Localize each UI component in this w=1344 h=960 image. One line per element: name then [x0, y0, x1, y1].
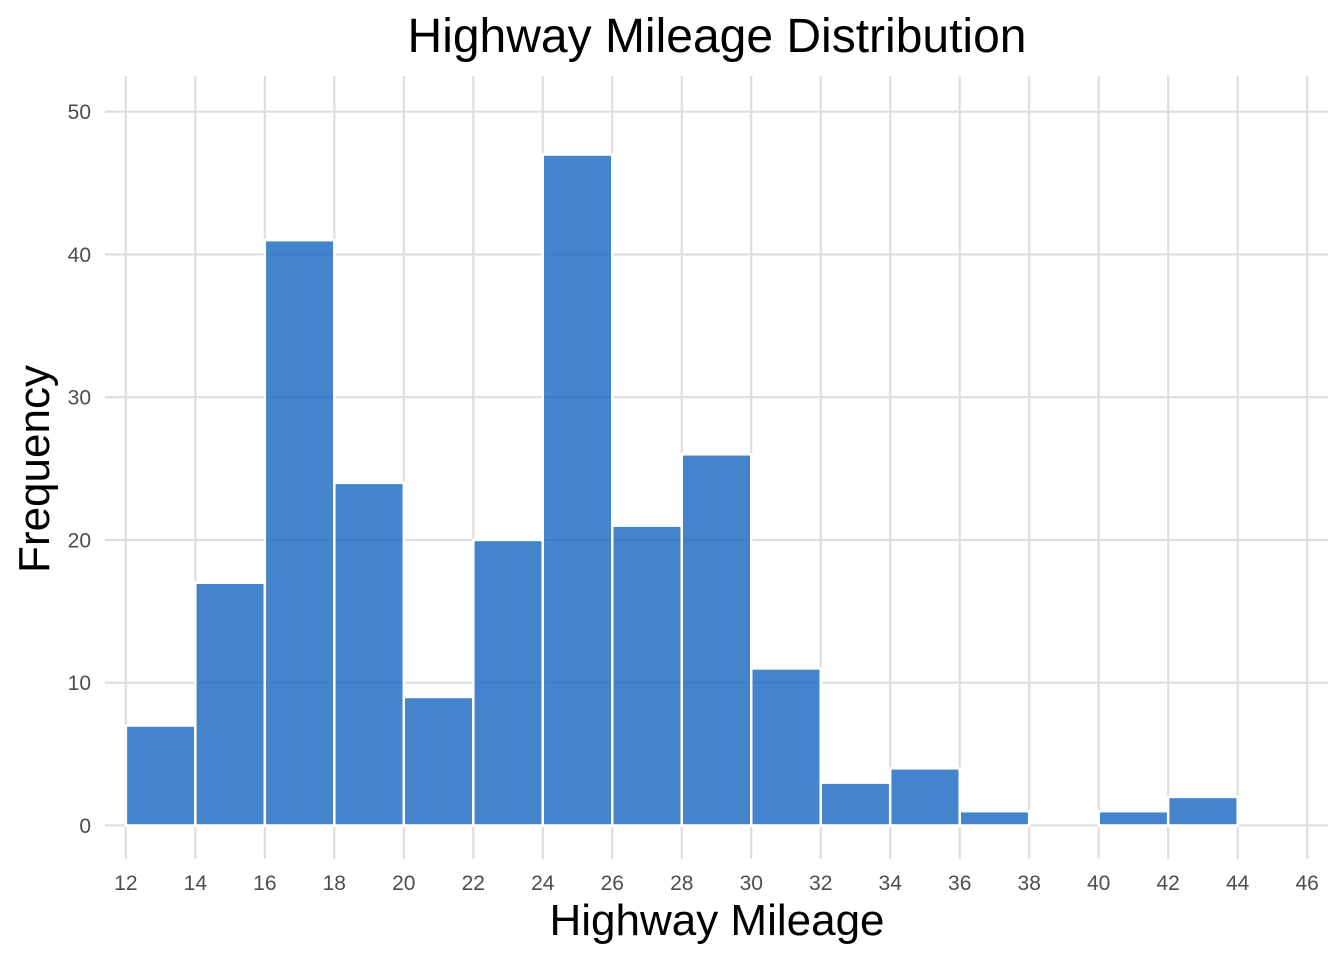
x-tick-label: 46 [1295, 872, 1318, 895]
histogram-bar [333, 481, 406, 827]
histogram-bar [958, 809, 1031, 827]
x-tick-label: 34 [879, 872, 903, 895]
histogram-bar [680, 453, 753, 827]
x-tick-label: 12 [114, 872, 137, 895]
histogram-bar [263, 238, 336, 827]
y-tick-label: 20 [68, 529, 91, 552]
histogram-bar [611, 524, 684, 827]
x-tick-label: 18 [323, 872, 346, 895]
y-tick-label: 50 [68, 101, 91, 124]
histogram-bar [472, 538, 545, 827]
x-tick-label: 20 [392, 872, 415, 895]
x-tick-label: 44 [1226, 872, 1250, 895]
histogram-bar [749, 667, 822, 827]
y-tick-label: 0 [79, 815, 91, 838]
x-tick-label: 32 [809, 872, 832, 895]
x-axis-title: Highway Mileage [549, 896, 884, 945]
x-tick-label: 40 [1087, 872, 1110, 895]
histogram-bar [1097, 809, 1170, 827]
x-tick-label: 42 [1156, 872, 1179, 895]
x-tick-label: 28 [670, 872, 693, 895]
histogram-bar [888, 767, 961, 827]
x-tick-label: 14 [184, 872, 208, 895]
y-axis-ticks: 0 10 20 30 40 50 [68, 101, 91, 838]
histogram-bar [1166, 795, 1239, 827]
y-tick-label: 30 [68, 387, 91, 410]
histogram-bar [124, 724, 197, 827]
histogram-bar [541, 153, 614, 827]
x-tick-label: 26 [601, 872, 624, 895]
bars [124, 153, 1239, 827]
x-tick-label: 30 [740, 872, 763, 895]
x-tick-label: 24 [531, 872, 555, 895]
y-tick-label: 10 [68, 672, 91, 695]
x-tick-label: 16 [253, 872, 276, 895]
x-tick-label: 38 [1018, 872, 1041, 895]
x-tick-label: 36 [948, 872, 971, 895]
chart-title: Highway Mileage Distribution [408, 10, 1027, 63]
y-tick-label: 40 [68, 244, 91, 267]
histogram-bar [819, 781, 892, 827]
x-axis-ticks: 12 14 16 18 20 22 24 26 28 30 32 34 36 38 40 42 44 46 [114, 872, 1319, 895]
histogram-bar [194, 581, 267, 827]
y-axis-title: Frequency [10, 365, 59, 573]
histogram-bar [402, 695, 475, 827]
x-tick-label: 22 [462, 872, 485, 895]
